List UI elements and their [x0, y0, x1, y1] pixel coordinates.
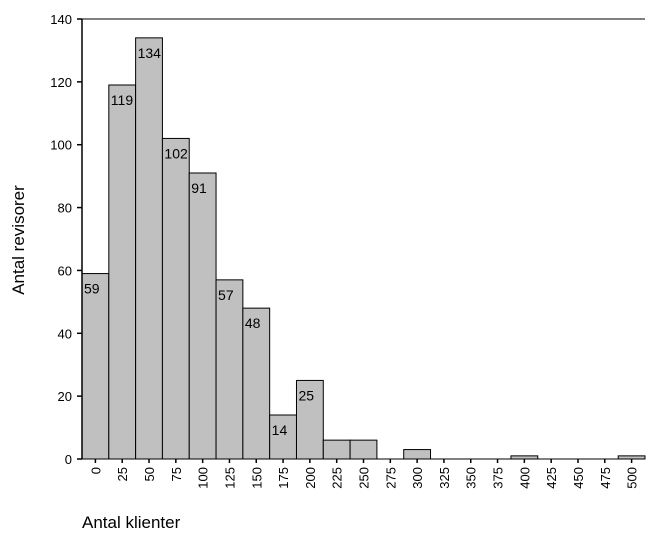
x-tick-label: 125	[222, 467, 237, 489]
y-tick-label: 40	[58, 326, 72, 341]
data-label: 59	[84, 281, 100, 297]
x-axis-title: Antal klienter	[82, 513, 181, 532]
y-tick-label: 80	[58, 201, 72, 216]
x-tick-label: 75	[169, 467, 184, 481]
y-tick-label: 140	[50, 12, 72, 27]
data-labels: 59 119 134 102 91 57 48 14 25	[84, 45, 314, 438]
x-tick-label: 250	[357, 467, 372, 489]
y-ticks: 0 20 40 60 80 100 120 140	[50, 12, 82, 467]
y-axis-title: Antal revisorer	[9, 185, 28, 295]
bar	[403, 449, 432, 460]
bar	[81, 273, 110, 460]
x-tick-label: 400	[517, 467, 532, 489]
x-tick-label: 50	[142, 467, 157, 481]
y-tick-label: 120	[50, 75, 72, 90]
x-tick-label: 175	[276, 467, 291, 489]
bar	[215, 279, 244, 460]
bar	[188, 172, 217, 460]
x-tick-label: 450	[571, 467, 586, 489]
data-label: 91	[191, 180, 207, 196]
bar	[135, 37, 163, 460]
data-label: 57	[218, 287, 234, 303]
x-tick-label: 375	[491, 467, 506, 489]
x-tick-label: 100	[196, 467, 211, 489]
x-tick-label: 425	[544, 467, 559, 489]
y-tick-label: 0	[65, 452, 72, 467]
data-label: 134	[138, 45, 162, 61]
data-label: 48	[245, 315, 261, 331]
bar	[322, 439, 351, 460]
bar	[349, 439, 378, 460]
x-tick-label: 25	[115, 467, 130, 481]
bar	[269, 414, 297, 460]
y-tick-label: 100	[50, 138, 72, 153]
bar	[161, 137, 190, 460]
data-label: 119	[111, 92, 134, 108]
bar	[242, 307, 271, 460]
x-tick-label: 500	[625, 467, 640, 489]
x-tick-label: 225	[330, 467, 345, 489]
x-ticks: 0 25 50 75 100 125 150 175 200 225 250 275 300 325 350…	[88, 459, 640, 489]
y-tick-label: 20	[58, 389, 72, 404]
data-label: 25	[298, 387, 314, 403]
x-tick-label: 300	[410, 467, 425, 489]
x-tick-label: 150	[249, 467, 264, 489]
y-tick-label: 60	[58, 263, 72, 278]
x-tick-label: 325	[437, 467, 452, 489]
data-label: 14	[272, 422, 288, 438]
bars-layer	[81, 37, 646, 460]
x-tick-label: 275	[383, 467, 398, 489]
x-tick-label: 475	[598, 467, 613, 489]
data-label: 102	[164, 145, 188, 161]
bar	[108, 84, 137, 460]
x-tick-label: 200	[303, 467, 318, 489]
x-tick-label: 350	[464, 467, 479, 489]
x-tick-label: 0	[88, 467, 103, 474]
